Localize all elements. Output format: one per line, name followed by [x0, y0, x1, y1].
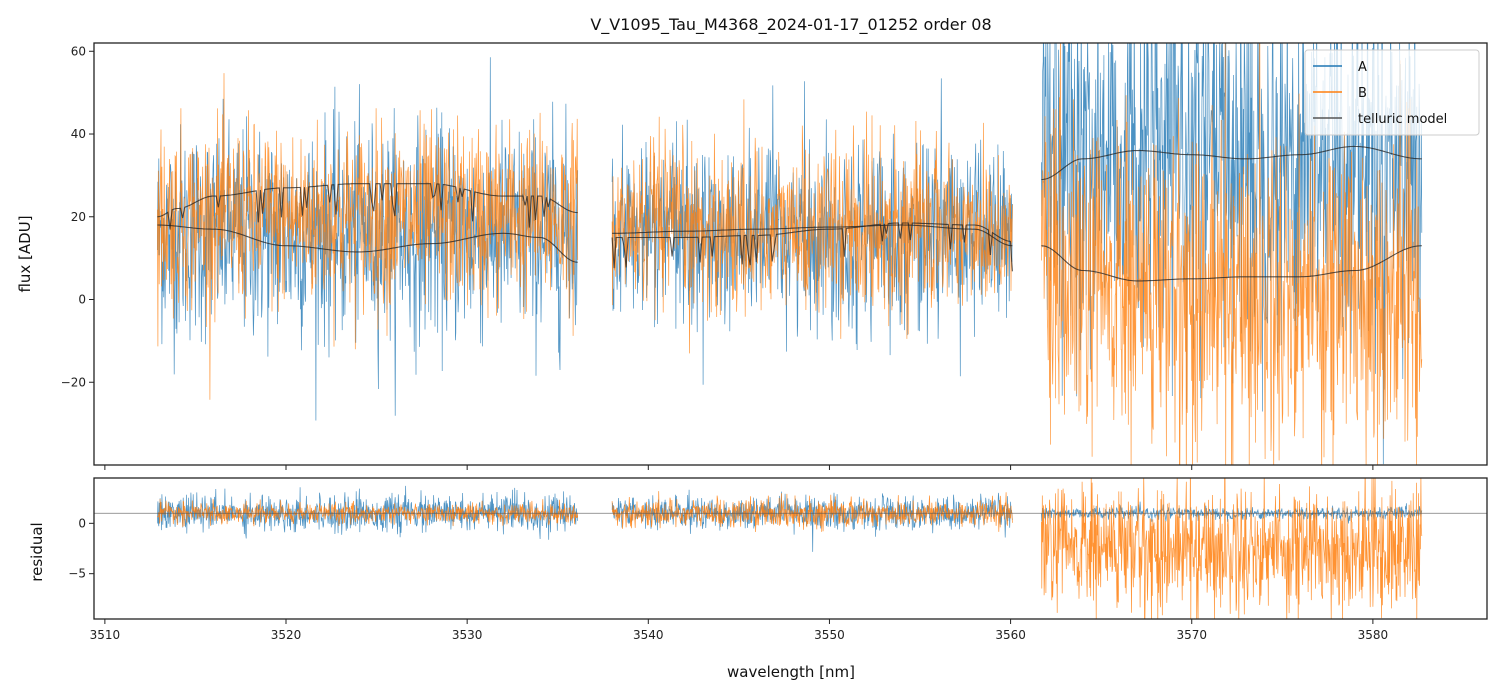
- flux-y-axis-label: flux [ADU]: [16, 215, 34, 292]
- telluric-model-a-segment-3: [1041, 145, 1422, 181]
- flux-axes-frame: [93, 42, 1488, 466]
- flux-plot-area: [157, 43, 1423, 465]
- legend-label-b: B: [1358, 86, 1367, 101]
- telluric-model-b-segment-1: [157, 183, 578, 230]
- legend[interactable]: A B telluric model: [1304, 49, 1480, 136]
- flux-y-ticks: −20 0 20 40 60: [61, 44, 94, 389]
- y-tick-label: −20: [61, 375, 86, 389]
- residual-plot-area: [94, 478, 1487, 619]
- series-b-segment-2: [611, 99, 1013, 354]
- x-tick-label: 3570: [1176, 628, 1207, 642]
- residual-a-segment-2: [611, 489, 1013, 552]
- telluric-model-a-segment-2: [612, 224, 1013, 247]
- telluric-model-b-segment-3: [1041, 245, 1422, 282]
- telluric-model-b-segment-2: [611, 222, 1013, 272]
- residual-y-ticks: −5 0: [68, 516, 94, 581]
- x-tick-label: 3530: [452, 628, 483, 642]
- residual-y-axis-label: residual: [28, 522, 46, 581]
- x-tick-label: 3520: [271, 628, 302, 642]
- telluric-model-a-segment-1: [157, 224, 578, 263]
- residual-axes-frame: [93, 477, 1488, 620]
- y-tick-label: 20: [71, 210, 86, 224]
- series-a-segment-3: [1041, 43, 1423, 465]
- series-a-segment-1: [157, 57, 579, 421]
- series-b-segment-1: [157, 73, 579, 400]
- x-tick-label: 3550: [814, 628, 845, 642]
- y-tick-label: −5: [68, 567, 86, 581]
- legend-label-telluric: telluric model: [1358, 112, 1447, 127]
- residual-b-segment-3: [1041, 478, 1423, 619]
- residual-x-ticks: 3510 3520 3530 3540 3550 3560 3570 3580: [90, 619, 1389, 642]
- y-tick-label: 60: [71, 44, 86, 58]
- x-axis-label: wavelength [nm]: [727, 663, 855, 681]
- x-tick-label: 3560: [995, 628, 1026, 642]
- y-tick-label: 40: [71, 127, 86, 141]
- x-tick-label: 3580: [1358, 628, 1389, 642]
- legend-label-a: A: [1358, 60, 1367, 75]
- y-tick-label: 0: [78, 516, 86, 530]
- chart-title: V_V1095_Tau_M4368_2024-01-17_01252 order…: [590, 15, 991, 35]
- y-tick-label: 0: [78, 293, 86, 307]
- flux-x-ticks: [104, 465, 1374, 470]
- x-tick-label: 3510: [90, 628, 121, 642]
- legend-box: [1304, 49, 1480, 136]
- x-tick-label: 3540: [633, 628, 664, 642]
- residual-b-segment-1: [157, 498, 579, 528]
- residual-b-segment-2: [611, 491, 1013, 533]
- series-b-segment-3: [1041, 43, 1423, 465]
